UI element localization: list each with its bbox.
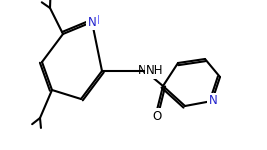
Text: N: N xyxy=(210,96,218,108)
Text: NH: NH xyxy=(146,64,163,78)
Text: NH: NH xyxy=(138,63,156,76)
Text: N: N xyxy=(88,15,96,28)
Text: N: N xyxy=(91,15,99,27)
Text: O: O xyxy=(150,108,160,122)
Text: N: N xyxy=(209,94,217,108)
Text: O: O xyxy=(152,110,162,123)
Text: N: N xyxy=(88,15,96,28)
